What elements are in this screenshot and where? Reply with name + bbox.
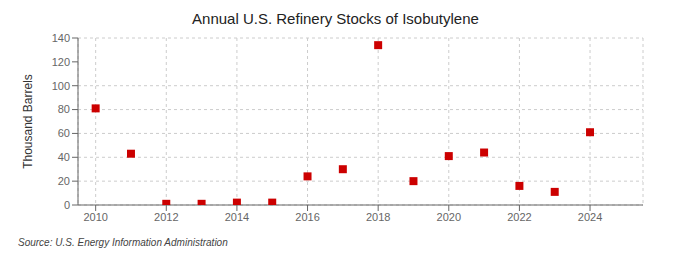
svg-text:2010: 2010 xyxy=(83,211,107,223)
svg-text:100: 100 xyxy=(52,80,70,92)
svg-text:40: 40 xyxy=(58,151,70,163)
svg-text:2012: 2012 xyxy=(154,211,178,223)
svg-text:60: 60 xyxy=(58,127,70,139)
svg-text:0: 0 xyxy=(64,199,70,211)
svg-text:Thousand Barrels: Thousand Barrels xyxy=(21,74,35,169)
svg-text:140: 140 xyxy=(52,32,70,44)
svg-text:20: 20 xyxy=(58,175,70,187)
svg-text:2022: 2022 xyxy=(507,211,531,223)
svg-text:2016: 2016 xyxy=(295,211,319,223)
svg-text:2020: 2020 xyxy=(437,211,461,223)
svg-text:2014: 2014 xyxy=(225,211,249,223)
svg-text:80: 80 xyxy=(58,103,70,115)
svg-text:2024: 2024 xyxy=(578,211,602,223)
html-text:Annual U.S. Refinery Stocks of: Annual U.S. Refinery Stocks of Isobutyle… xyxy=(192,10,479,27)
svg-text:120: 120 xyxy=(52,56,70,68)
svg-text:2018: 2018 xyxy=(366,211,390,223)
html-text:Source: U.S. Energy Informatio: Source: U.S. Energy Information Administ… xyxy=(18,237,228,248)
